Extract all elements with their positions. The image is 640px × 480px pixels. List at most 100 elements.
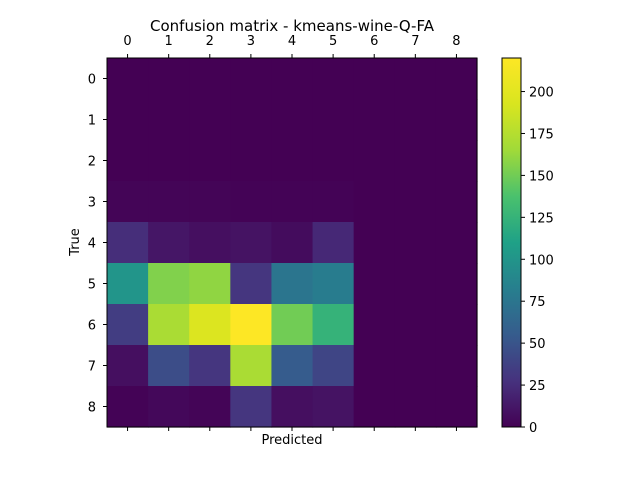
heatmap-cell xyxy=(312,222,355,264)
x-axis-ticks: 0 1 2 3 4 5 6 7 8 xyxy=(123,34,461,431)
heatmap-cell xyxy=(394,140,437,182)
y-tick-label: 5 xyxy=(88,278,96,293)
heatmap-cell xyxy=(148,386,190,428)
heatmap-cell xyxy=(353,263,396,305)
heatmap-cells xyxy=(107,58,478,428)
heatmap-cell xyxy=(107,386,149,428)
heatmap-cell xyxy=(353,222,396,264)
heatmap-cell xyxy=(230,222,273,264)
plot-frame xyxy=(106,57,478,428)
x-tick-label: 4 xyxy=(288,34,296,49)
heatmap-cell xyxy=(271,58,314,100)
colorbar-tick-label: 50 xyxy=(529,337,546,352)
heatmap-cell xyxy=(271,304,314,346)
y-tick-label: 4 xyxy=(88,237,96,252)
heatmap-cell xyxy=(353,304,396,346)
heatmap-cell xyxy=(271,222,314,264)
heatmap-cell xyxy=(394,263,437,305)
heatmap-cell xyxy=(107,99,149,141)
heatmap-cell xyxy=(230,304,273,346)
heatmap-cell xyxy=(107,222,149,264)
heatmap-cell xyxy=(271,99,314,141)
heatmap-cell xyxy=(230,345,273,387)
heatmap-cell xyxy=(271,263,314,305)
heatmap-cell xyxy=(107,58,149,100)
x-tick-label: 0 xyxy=(123,34,131,49)
heatmap-cell xyxy=(148,263,190,305)
colorbar xyxy=(501,57,522,428)
heatmap-cell xyxy=(189,140,231,182)
heatmap-cell xyxy=(148,345,190,387)
x-tick-label: 2 xyxy=(206,34,214,49)
y-axis-ticks: 0 1 2 3 4 5 6 7 8 xyxy=(88,73,107,416)
y-tick-label: 7 xyxy=(88,360,96,375)
heatmap-cell xyxy=(148,222,190,264)
colorbar-tick-label: 0 xyxy=(529,421,537,436)
heatmap-cell xyxy=(312,386,355,428)
heatmap-cell xyxy=(189,345,231,387)
heatmap-cell xyxy=(148,304,190,346)
heatmap-cell xyxy=(148,140,190,182)
heatmap-cell xyxy=(312,304,355,346)
y-tick-label: 0 xyxy=(88,73,96,88)
heatmap-cell xyxy=(435,99,478,141)
heatmap-cell xyxy=(435,181,478,223)
x-tick-label: 5 xyxy=(329,34,337,49)
heatmap-cell xyxy=(435,140,478,182)
x-tick-label: 3 xyxy=(247,34,255,49)
x-tick-label: 6 xyxy=(370,34,378,49)
heatmap-cell xyxy=(353,99,396,141)
heatmap-cell xyxy=(148,58,190,100)
heatmap-cell xyxy=(353,140,396,182)
heatmap-cell xyxy=(107,140,149,182)
y-tick-label: 8 xyxy=(88,401,96,416)
heatmap-cell xyxy=(312,345,355,387)
heatmap-cell xyxy=(312,58,355,100)
heatmap-cell xyxy=(312,140,355,182)
heatmap-cell xyxy=(394,386,437,428)
heatmap-cell xyxy=(230,181,273,223)
colorbar-tick-label: 100 xyxy=(529,253,554,268)
heatmap-cell xyxy=(230,99,273,141)
heatmap-cell xyxy=(353,181,396,223)
colorbar-tick-label: 175 xyxy=(529,127,554,142)
heatmap-cell xyxy=(148,181,190,223)
colorbar-tick-label: 75 xyxy=(529,295,546,310)
heatmap-cell xyxy=(394,222,437,264)
heatmap-cell xyxy=(189,222,231,264)
colorbar-tick-label: 25 xyxy=(529,379,546,394)
heatmap-cell xyxy=(394,304,437,346)
x-axis-label: Predicted xyxy=(261,433,322,448)
heatmap-cell xyxy=(435,222,478,264)
heatmap-cell xyxy=(107,181,149,223)
heatmap-cell xyxy=(107,263,149,305)
heatmap-cell xyxy=(353,58,396,100)
heatmap-cell xyxy=(271,181,314,223)
y-tick-label: 3 xyxy=(88,196,96,211)
heatmap-cell xyxy=(435,386,478,428)
heatmap-cell xyxy=(189,181,231,223)
y-tick-label: 2 xyxy=(88,155,96,170)
heatmap-cell xyxy=(312,263,355,305)
heatmap-cell xyxy=(189,304,231,346)
heatmap-cell xyxy=(394,181,437,223)
heatmap-cell xyxy=(271,140,314,182)
heatmap-cell xyxy=(230,140,273,182)
heatmap-cell xyxy=(394,58,437,100)
colorbar-tick-label: 150 xyxy=(529,169,554,184)
heatmap-cell xyxy=(435,263,478,305)
colorbar-tick-label: 200 xyxy=(529,86,554,101)
heatmap-cell xyxy=(189,99,231,141)
x-tick-label: 7 xyxy=(411,34,419,49)
heatmap-cell xyxy=(312,99,355,141)
heatmap-cell xyxy=(230,58,273,100)
heatmap-cell xyxy=(189,58,231,100)
heatmap-cell xyxy=(107,345,149,387)
heatmap-cell xyxy=(189,386,231,428)
y-tick-label: 6 xyxy=(88,319,96,334)
heatmap-cell xyxy=(230,263,273,305)
heatmap-cell xyxy=(230,386,273,428)
heatmap-cell xyxy=(435,304,478,346)
heatmap-cell xyxy=(353,345,396,387)
